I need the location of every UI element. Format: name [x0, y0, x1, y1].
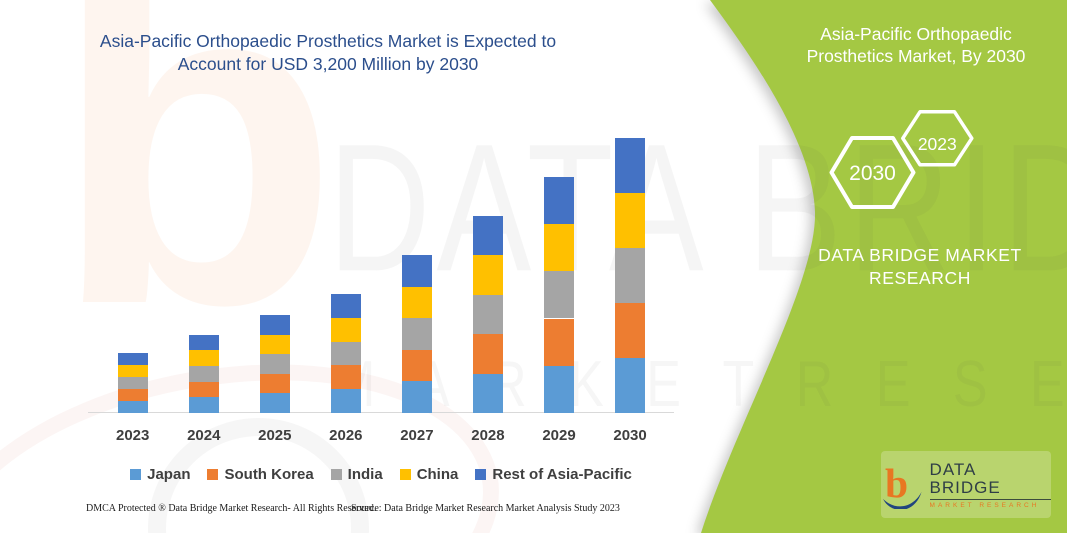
bar-segment-2025-china: [259, 334, 290, 355]
side-panel-title-line-2: Prosthetics Market, By 2030: [806, 46, 1026, 66]
bar-segment-2027-japan: [401, 381, 432, 413]
legend-label: China: [416, 466, 459, 483]
bar-segment-2027-india: [401, 318, 432, 350]
page-title-line-1: Asia-Pacific Orthopaedic Prosthetics Mar…: [99, 31, 557, 51]
legend-label: South Korea: [224, 466, 314, 483]
legend-item-south-korea: South Korea: [207, 466, 314, 483]
bar-segment-2025-india: [259, 354, 290, 374]
x-axis-label-2028: 2028: [471, 427, 505, 444]
legend: Japan South Korea India China Rest of Asia-P…: [70, 466, 692, 483]
bar-segment-2028-south-korea: [472, 334, 503, 374]
bar-segment-2028-japan: [472, 373, 503, 413]
bar-segment-2026-south-korea: [330, 365, 361, 390]
brand-wordmark: DATA BRIDGE MARKET RESEARCH: [775, 244, 1065, 290]
logo-swoosh: [882, 491, 922, 509]
legend-label: Japan: [147, 466, 191, 483]
bar-segment-2029-south-korea: [544, 318, 574, 366]
bar-segment-2024-india: [188, 366, 219, 382]
bar-segment-2028-india: [472, 294, 503, 335]
bar-segment-2028-china: [472, 255, 503, 295]
x-axis-line: [88, 412, 674, 413]
legend-label: India: [347, 466, 383, 483]
legend-label: Rest of Asia-Pacific: [492, 466, 632, 483]
bar-segment-2030-japan: [615, 357, 646, 413]
legend-swatch: [475, 469, 487, 480]
x-axis-label-2027: 2027: [400, 427, 434, 444]
stacked-bar-chart: 2023 2024 2025 2026 2027 2028 2029 2030 Japan So…: [70, 137, 692, 483]
x-axis-label-2024: 2024: [187, 427, 221, 444]
bar-segment-2024-rest-of-asia-pacific: [188, 334, 219, 351]
logo-b-icon: b: [882, 461, 922, 509]
bar-segment-2026-india: [330, 341, 361, 366]
legend-swatch: [207, 469, 219, 480]
hexagon-2023-label: 2023: [918, 134, 957, 154]
bar-segment-2023-rest-of-asia-pacific: [117, 352, 148, 365]
side-panel-title: Asia-Pacific Orthopaedic Prosthetics Mar…: [770, 23, 1062, 67]
dmca-copyright-text: DMCA Protected ® Data Bridge Market Rese…: [86, 503, 377, 514]
bar-segment-2026-rest-of-asia-pacific: [330, 294, 361, 318]
bar-segment-2025-japan: [259, 393, 290, 413]
legend-item-india: India: [330, 466, 383, 483]
bar-segment-2023-south-korea: [117, 388, 148, 401]
side-panel-title-line-1: Asia-Pacific Orthopaedic: [820, 24, 1012, 44]
bar-segment-2027-china: [401, 286, 432, 319]
x-axis-label-2030: 2030: [613, 427, 647, 444]
bar-segment-2024-china: [188, 350, 219, 366]
logo-name-text: DATA BRIDGE: [929, 460, 1051, 500]
page-title: Asia-Pacific Orthopaedic Prosthetics Mar…: [88, 30, 568, 76]
data-bridge-logo: b DATA BRIDGE MARKET RESEARCH: [881, 451, 1051, 518]
bar-segment-2025-rest-of-asia-pacific: [259, 315, 290, 335]
bar-segment-2024-japan: [188, 397, 219, 413]
legend-item-rest-of-asia-pacific: Rest of Asia-Pacific: [475, 466, 632, 483]
bar-segment-2028-rest-of-asia-pacific: [472, 215, 503, 256]
legend-item-china: China: [399, 466, 459, 483]
green-panel-path: [701, 0, 1067, 533]
logo-b-glyph: b: [885, 461, 908, 506]
x-axis-label-2029: 2029: [542, 427, 576, 444]
bar-segment-2029-india: [544, 271, 574, 319]
legend-swatch: [399, 469, 411, 480]
x-axis-label-2023: 2023: [116, 427, 150, 444]
x-axis-label-2025: 2025: [258, 427, 292, 444]
bar-segment-2029-japan: [544, 365, 574, 413]
bar-segment-2026-china: [330, 317, 361, 342]
brand-wordmark-line-1: DATA BRIDGE MARKET: [818, 245, 1022, 265]
page-title-line-2: Account for USD 3,200 Million by 2030: [177, 54, 479, 74]
bar-segment-2030-rest-of-asia-pacific: [615, 137, 646, 193]
bar-segment-2027-south-korea: [401, 349, 432, 382]
bar-segment-2030-china: [615, 192, 646, 248]
legend-swatch: [330, 469, 342, 480]
legend-swatch: [130, 469, 142, 480]
logo-text-column: DATA BRIDGE MARKET RESEARCH: [929, 460, 1051, 509]
bar-segment-2025-south-korea: [259, 373, 290, 394]
bar-segment-2029-rest-of-asia-pacific: [544, 176, 574, 224]
source-attribution-text: Source: Data Bridge Market Research Mark…: [351, 503, 620, 514]
x-axis-label-2026: 2026: [329, 427, 363, 444]
brand-wordmark-line-2: RESEARCH: [868, 268, 972, 288]
hexagon-2030: [829, 136, 916, 209]
bar-segment-2030-south-korea: [615, 302, 646, 358]
bar-segment-2026-japan: [330, 389, 361, 413]
bar-segment-2027-rest-of-asia-pacific: [401, 255, 432, 287]
hexagon-2030-label: 2030: [849, 162, 896, 185]
bar-segment-2030-india: [615, 247, 646, 303]
year-hexagons: 2030 2023: [829, 110, 974, 209]
legend-item-japan: Japan: [130, 466, 190, 483]
bar-segment-2023-india: [117, 376, 148, 389]
logo-sub-text: MARKET RESEARCH: [929, 501, 1040, 509]
bar-segment-2023-china: [117, 364, 148, 377]
bar-segment-2024-south-korea: [188, 381, 219, 398]
bar-segment-2029-china: [544, 224, 574, 272]
hexagon-2023: [901, 110, 974, 167]
bar-segment-2023-japan: [117, 400, 148, 413]
